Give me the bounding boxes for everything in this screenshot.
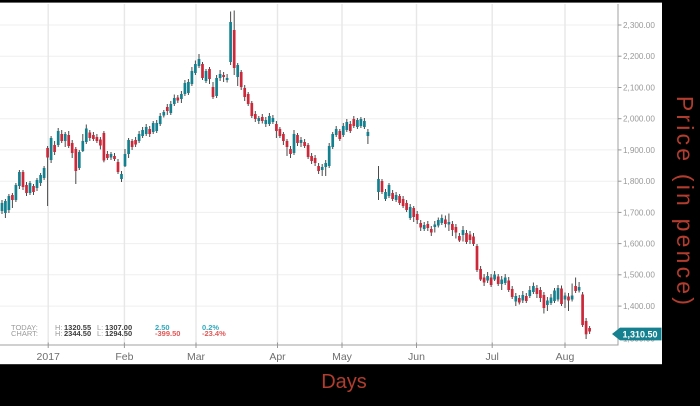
svg-text:2,000.00: 2,000.00 xyxy=(623,115,655,124)
svg-text:Mar: Mar xyxy=(187,351,206,363)
svg-text:H:: H: xyxy=(55,329,63,338)
svg-text:1,800.00: 1,800.00 xyxy=(623,177,655,186)
svg-text:1,900.00: 1,900.00 xyxy=(623,146,655,155)
svg-text:-23.4%: -23.4% xyxy=(202,329,226,338)
svg-text:1320.55: 1320.55 xyxy=(64,323,91,332)
svg-text:1,600.00: 1,600.00 xyxy=(623,240,655,249)
svg-text:Apr: Apr xyxy=(269,351,286,363)
svg-text:1294.50: 1294.50 xyxy=(105,329,132,338)
svg-text:2.50: 2.50 xyxy=(155,323,170,332)
svg-text:Jun: Jun xyxy=(408,351,425,363)
svg-text:2,100.00: 2,100.00 xyxy=(623,83,655,92)
svg-text:1,500.00: 1,500.00 xyxy=(623,271,655,280)
svg-text:May: May xyxy=(332,351,353,363)
svg-text:2,200.00: 2,200.00 xyxy=(623,52,655,61)
svg-text:TODAY:: TODAY: xyxy=(11,323,38,332)
svg-text:L:: L: xyxy=(97,329,103,338)
svg-text:1,310.50: 1,310.50 xyxy=(622,329,657,339)
svg-text:Feb: Feb xyxy=(115,351,133,363)
svg-text:1,700.00: 1,700.00 xyxy=(623,208,655,217)
svg-text:L:: L: xyxy=(97,323,103,332)
svg-text:1,400.00: 1,400.00 xyxy=(623,302,655,311)
svg-text:CHART:: CHART: xyxy=(11,329,38,338)
svg-text:Price (in pence): Price (in pence) xyxy=(672,96,698,308)
svg-text:2017: 2017 xyxy=(37,351,61,363)
svg-text:Days: Days xyxy=(321,371,367,393)
svg-text:-399.50: -399.50 xyxy=(155,329,180,338)
svg-text:1307.00: 1307.00 xyxy=(105,323,132,332)
svg-text:H:: H: xyxy=(55,323,63,332)
svg-text:0.2%: 0.2% xyxy=(202,323,219,332)
svg-text:2344.50: 2344.50 xyxy=(64,329,91,338)
svg-text:Jul: Jul xyxy=(485,351,498,363)
svg-text:2,300.00: 2,300.00 xyxy=(623,21,655,30)
svg-text:Aug: Aug xyxy=(556,351,575,363)
